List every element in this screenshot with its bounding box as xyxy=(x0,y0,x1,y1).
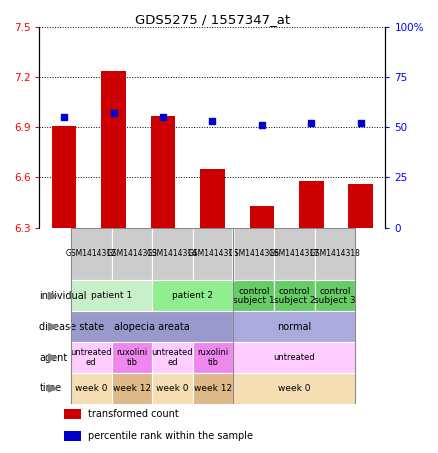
Bar xyxy=(274,280,315,311)
Text: percentile rank within the sample: percentile rank within the sample xyxy=(88,431,253,441)
Bar xyxy=(193,227,233,280)
Bar xyxy=(152,373,193,404)
Text: normal: normal xyxy=(277,322,311,332)
Polygon shape xyxy=(49,323,57,330)
Bar xyxy=(250,206,274,227)
Bar xyxy=(200,169,225,227)
Polygon shape xyxy=(49,354,57,361)
Bar xyxy=(112,227,152,280)
Bar xyxy=(233,311,355,342)
Text: week 12: week 12 xyxy=(194,384,232,393)
Text: GSM1414318: GSM1414318 xyxy=(310,250,360,259)
Text: ruxolini
tib: ruxolini tib xyxy=(116,348,148,367)
Text: ruxolini
tib: ruxolini tib xyxy=(198,348,229,367)
Bar xyxy=(315,227,355,280)
Text: week 12: week 12 xyxy=(113,384,151,393)
Text: transformed count: transformed count xyxy=(88,409,179,419)
Bar xyxy=(274,227,315,280)
Text: time: time xyxy=(39,383,62,394)
Text: untreated
ed: untreated ed xyxy=(152,348,193,367)
Text: GSM1414316: GSM1414316 xyxy=(228,250,279,259)
Bar xyxy=(112,373,152,404)
Bar xyxy=(71,280,152,311)
Bar xyxy=(233,280,274,311)
Text: week 0: week 0 xyxy=(156,384,189,393)
Text: GSM1414315: GSM1414315 xyxy=(187,250,239,259)
Text: GSM1414317: GSM1414317 xyxy=(269,250,320,259)
Text: agent: agent xyxy=(39,352,67,362)
Text: disease state: disease state xyxy=(39,322,105,332)
Point xyxy=(60,114,67,121)
Text: control
subject 1: control subject 1 xyxy=(233,286,275,305)
Title: GDS5275 / 1557347_at: GDS5275 / 1557347_at xyxy=(135,13,290,26)
Bar xyxy=(71,227,355,404)
Bar xyxy=(64,409,81,419)
Point xyxy=(258,122,265,129)
Bar xyxy=(71,227,112,280)
Bar xyxy=(193,342,233,373)
Point xyxy=(159,114,166,121)
Point xyxy=(209,118,216,125)
Text: patient 2: patient 2 xyxy=(172,291,213,300)
Bar xyxy=(299,181,324,227)
Text: untreated: untreated xyxy=(274,353,315,362)
Text: GSM1414314: GSM1414314 xyxy=(147,250,198,259)
Bar xyxy=(101,71,126,227)
Text: GSM1414312: GSM1414312 xyxy=(66,250,117,259)
Text: patient 1: patient 1 xyxy=(91,291,132,300)
Text: control
subject 2: control subject 2 xyxy=(274,286,315,305)
Bar xyxy=(152,227,193,280)
Text: individual: individual xyxy=(39,291,87,301)
Bar xyxy=(152,280,233,311)
Text: alopecia areata: alopecia areata xyxy=(114,322,190,332)
Text: untreated
ed: untreated ed xyxy=(71,348,112,367)
Bar xyxy=(64,431,81,441)
Bar xyxy=(233,373,355,404)
Text: control
subject 3: control subject 3 xyxy=(314,286,356,305)
Polygon shape xyxy=(49,292,57,299)
Text: week 0: week 0 xyxy=(75,384,107,393)
Text: week 0: week 0 xyxy=(278,384,311,393)
Bar xyxy=(52,125,77,227)
Bar xyxy=(233,342,355,373)
Bar xyxy=(152,342,193,373)
Point xyxy=(110,110,117,117)
Bar xyxy=(71,373,112,404)
Bar xyxy=(71,342,112,373)
Bar xyxy=(233,227,274,280)
Text: GSM1414313: GSM1414313 xyxy=(106,250,157,259)
Polygon shape xyxy=(49,385,57,392)
Point xyxy=(357,120,364,127)
Bar xyxy=(315,280,355,311)
Bar xyxy=(112,342,152,373)
Bar xyxy=(71,311,233,342)
Bar xyxy=(348,184,373,227)
Point xyxy=(308,120,315,127)
Bar xyxy=(193,373,233,404)
Bar xyxy=(151,116,175,227)
